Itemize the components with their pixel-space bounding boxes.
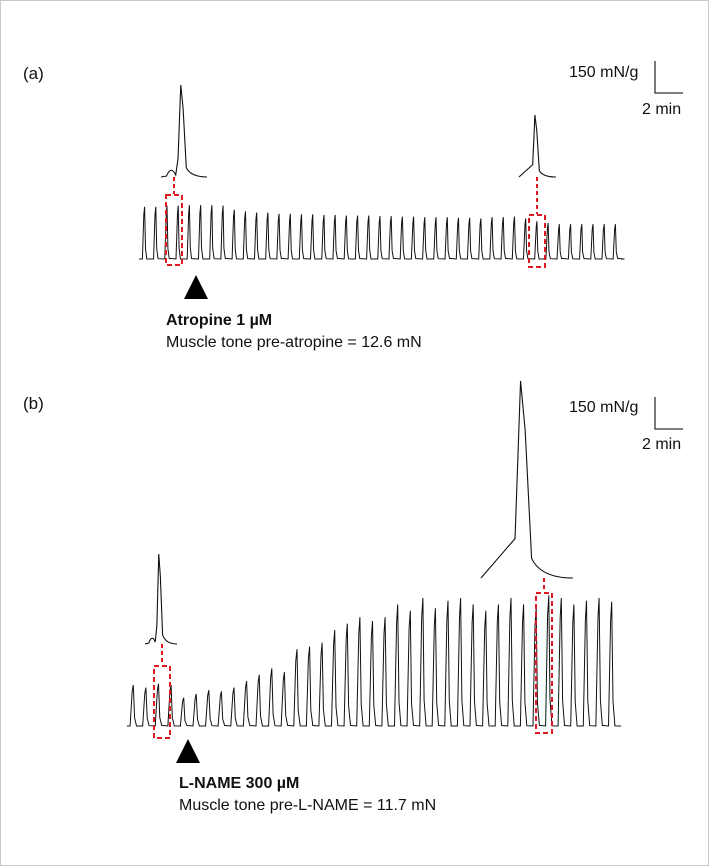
panel-b-drug-arrow [176, 739, 200, 763]
panel-b-zoom-pre [144, 553, 178, 645]
panel-a-scale-force-label: 150 mN/g [569, 64, 638, 81]
panel-a-trace [139, 205, 625, 260]
panel-a-zoom-pre [160, 84, 208, 178]
panel-b-zoom-post [480, 380, 574, 579]
panel-b: (b) 150 mN/g 2 min L-NAME 300 µM Muscle … [23, 380, 683, 814]
panel-a-highlight-post [528, 214, 546, 268]
panel-b-label: (b) [23, 394, 44, 413]
panel-a-tone-label: Muscle tone pre-atropine = 12.6 mN [166, 334, 422, 351]
panel-a: (a) 150 mN/g 2 min Atropine 1 µM Muscle … [23, 61, 683, 351]
panel-b-highlight-post [535, 592, 553, 734]
panel-a-zoom-post [518, 114, 557, 178]
panel-b-tone-label: Muscle tone pre-L-NAME = 11.7 mN [179, 797, 436, 814]
panel-b-trace [127, 595, 622, 727]
panel-b-scale-force-label: 150 mN/g [569, 399, 638, 416]
panel-a-highlight-pre [165, 194, 183, 266]
panel-a-drug-arrow [184, 275, 208, 299]
panel-a-scale-bar [654, 61, 683, 94]
panel-b-highlight-pre [153, 665, 171, 739]
panel-a-scale-time-label: 2 min [642, 101, 681, 118]
panel-b-scale-bar [654, 397, 683, 430]
panel-b-scale-time-label: 2 min [642, 436, 681, 453]
panel-a-label: (a) [23, 64, 44, 83]
panel-b-drug-label: L-NAME 300 µM [179, 775, 299, 792]
panel-a-drug-label: Atropine 1 µM [166, 312, 272, 329]
